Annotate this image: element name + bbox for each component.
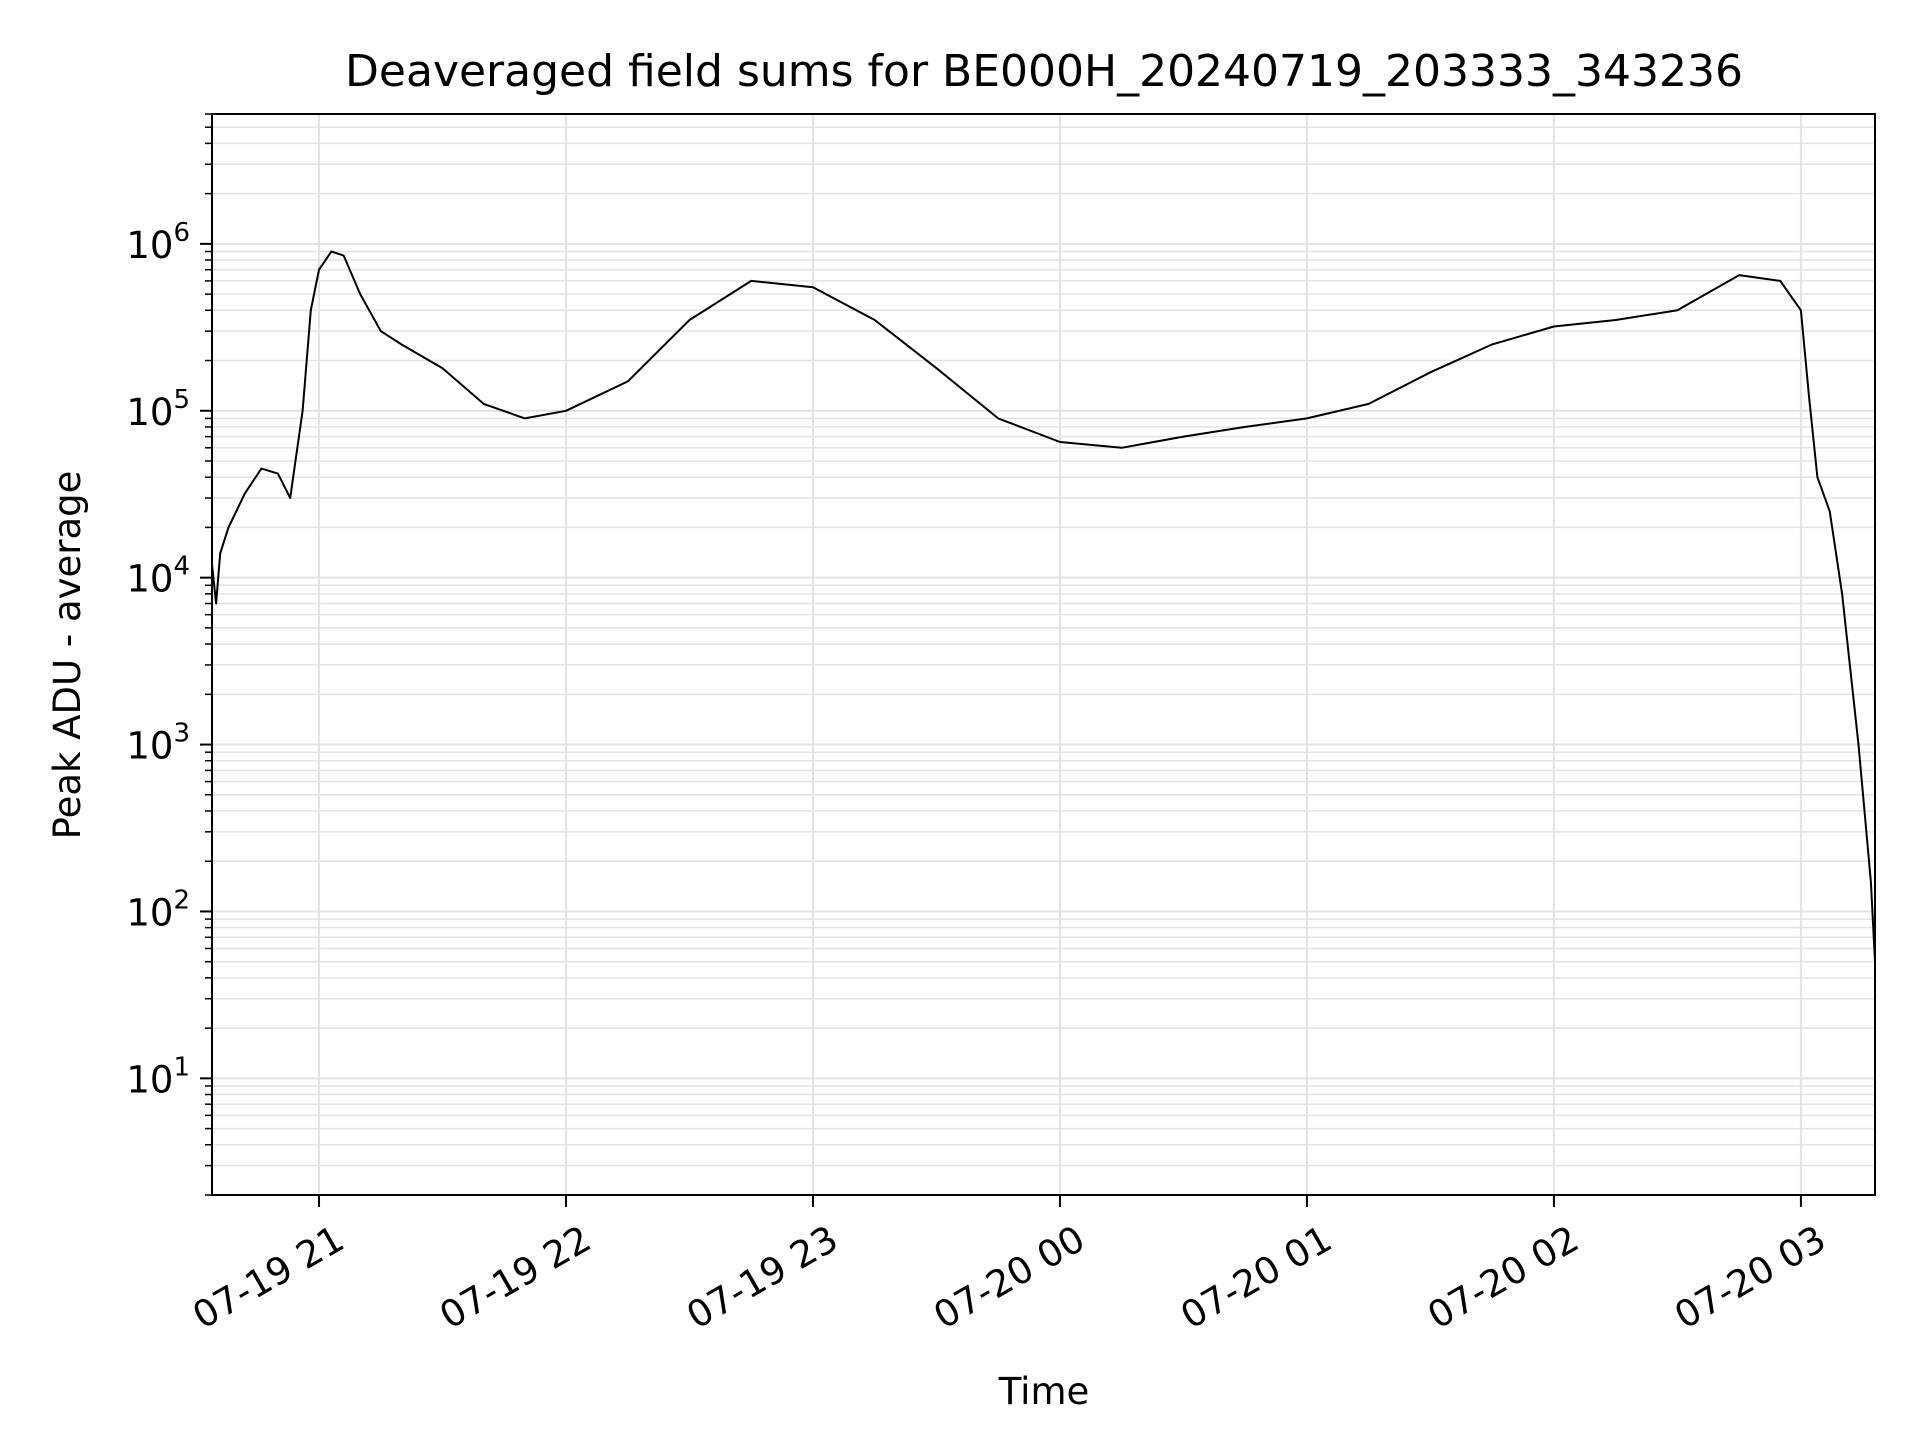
y-tick-label: 106 [126, 218, 190, 267]
x-tick-label: 07-20 01 [1173, 1217, 1339, 1337]
y-tick-label: 103 [126, 719, 190, 768]
x-tick-label: 07-19 23 [680, 1217, 846, 1337]
x-tick-label: 07-20 02 [1420, 1217, 1586, 1337]
x-axis: 07-19 21 07-19 22 07-19 23 07-20 00 07-20 01… [186, 1195, 1833, 1338]
x-tick-label: 07-19 21 [186, 1217, 352, 1337]
y-axis: 101 102 103 104 105 106 [126, 113, 212, 1196]
x-tick-label: 07-20 00 [926, 1217, 1092, 1337]
grid-layer [212, 113, 1875, 1196]
x-axis-label: Time [998, 1370, 1090, 1413]
y-axis-label: Peak ADU - average [46, 471, 89, 840]
chart-title: Deaveraged field sums for BE000H_2024071… [345, 46, 1743, 97]
x-tick-label: 07-19 22 [433, 1217, 599, 1337]
y-tick-label: 105 [126, 385, 190, 434]
plot-frame [211, 113, 1876, 1196]
y-tick-label: 104 [126, 552, 190, 601]
series-line [211, 250, 1876, 962]
y-tick-label: 102 [126, 885, 190, 934]
series-layer [211, 250, 1876, 962]
y-tick-label: 101 [126, 1052, 190, 1101]
x-tick-label: 07-20 03 [1667, 1217, 1833, 1337]
